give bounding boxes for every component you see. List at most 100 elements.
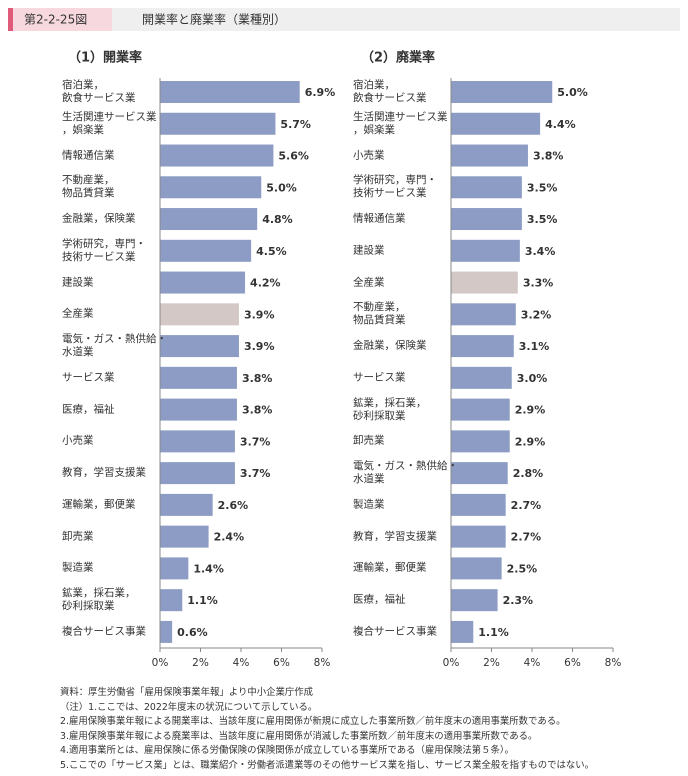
- bar: [451, 208, 522, 231]
- bar: [160, 430, 235, 453]
- bar: [160, 144, 274, 167]
- value-label: 3.2%: [521, 308, 552, 321]
- category-label: 小売業: [62, 434, 94, 447]
- x-tick-label: 6%: [273, 657, 290, 669]
- value-label: 2.9%: [515, 404, 546, 417]
- value-label: 2.6%: [218, 499, 249, 512]
- value-label: 4.5%: [256, 245, 287, 258]
- category-label: サービス業: [62, 371, 115, 384]
- bar: [160, 589, 183, 612]
- value-label: 5.6%: [278, 150, 309, 163]
- value-label: 0.6%: [177, 626, 208, 639]
- value-label: 3.7%: [240, 435, 271, 448]
- category-label: 運輸業，郵便業: [62, 498, 136, 511]
- value-label: 3.8%: [242, 372, 273, 385]
- value-label: 2.4%: [214, 531, 245, 544]
- bar: [160, 303, 239, 326]
- category-label: 生活関連サービス業 ，娯楽業: [62, 110, 157, 136]
- bar: [160, 620, 173, 643]
- bar: [451, 176, 522, 199]
- category-label: 電気・ガス・熱供給・ 水道業: [62, 333, 167, 359]
- bar: [160, 366, 237, 389]
- category-label: サービス業: [353, 371, 406, 384]
- category-label: 鉱業，採石業， 砂利採取業: [62, 587, 136, 613]
- value-label: 2.5%: [507, 562, 538, 575]
- category-label: 卸売業: [353, 434, 385, 447]
- x-tick-label: 2%: [192, 657, 209, 669]
- bar: [160, 398, 237, 421]
- value-label: 3.4%: [525, 245, 556, 258]
- category-label: 情報通信業: [353, 212, 406, 225]
- value-label: 3.8%: [533, 150, 564, 163]
- note: 2.雇用保険事業年報による開業率は、当該年度に雇用関係が新規に成立した事業所数／…: [60, 716, 566, 727]
- category-label: 電気・ガス・熱供給・ 水道業: [353, 460, 458, 486]
- bar: [160, 335, 239, 358]
- bar: [451, 239, 520, 262]
- x-tick-label: 8%: [605, 657, 622, 669]
- category-label: 宿泊業， 飲食サービス業: [353, 79, 427, 104]
- category-label: 製造業: [353, 498, 385, 511]
- value-label: 3.3%: [523, 277, 554, 290]
- value-label: 2.7%: [511, 499, 542, 512]
- value-label: 4.4%: [545, 118, 576, 131]
- bar: [160, 557, 189, 580]
- category-label: 情報通信業: [62, 149, 115, 162]
- category-label: 学術研究，専門・ 技術サービス業: [353, 174, 437, 200]
- header-accent: [8, 8, 13, 31]
- value-label: 1.1%: [187, 594, 218, 607]
- bar: [160, 239, 252, 262]
- bar: [451, 366, 512, 389]
- bar: [451, 398, 510, 421]
- value-label: 4.2%: [250, 277, 281, 290]
- category-label: 運輸業，郵便業: [353, 561, 427, 574]
- bar: [160, 176, 262, 199]
- value-label: 3.7%: [240, 467, 271, 480]
- category-label: 学術研究，専門・ 技術サービス業: [62, 237, 146, 263]
- bar: [160, 462, 235, 485]
- category-label: 小売業: [353, 149, 385, 162]
- category-label: 宿泊業， 飲食サービス業: [62, 79, 136, 104]
- value-label: 1.1%: [478, 626, 509, 639]
- category-label: 鉱業，採石業， 砂利採取業: [353, 396, 427, 422]
- note: 資料：厚生労働省「雇用保険事業年報」より中小企業庁作成: [60, 687, 313, 698]
- bar: [451, 303, 516, 326]
- header-tab: [8, 8, 112, 31]
- bar: [160, 112, 276, 135]
- header-bar: [8, 8, 680, 31]
- value-label: 4.8%: [262, 213, 293, 226]
- chart-title: （1）開業率: [68, 50, 142, 66]
- bar: [451, 430, 510, 453]
- category-label: 卸売業: [62, 530, 94, 543]
- value-label: 3.1%: [519, 340, 550, 353]
- x-tick-label: 8%: [314, 657, 331, 669]
- category-label: 製造業: [62, 561, 94, 574]
- note: 5.ここでの「サービス業」とは、職業紹介・労働者派遣業等のその他サービス業を指し…: [60, 759, 594, 771]
- x-tick-label: 2%: [483, 657, 500, 669]
- bar: [451, 620, 474, 643]
- header-label: 第2-2-25図: [24, 13, 87, 27]
- bar: [160, 208, 258, 231]
- category-label: 教育，学習支援業: [62, 466, 146, 479]
- value-label: 3.5%: [527, 181, 558, 194]
- x-tick-label: 0%: [443, 657, 460, 669]
- category-label: 医療，福祉: [62, 403, 115, 416]
- value-label: 6.9%: [305, 86, 336, 99]
- category-label: 不動産業， 物品賃貸業: [353, 301, 406, 327]
- value-label: 1.4%: [193, 562, 224, 575]
- category-label: 全産業: [353, 276, 385, 289]
- bar: [160, 81, 300, 103]
- note: 4.適用事業所とは、雇用保険に係る労働保険の保険関係が成立している事業所である（…: [60, 745, 514, 756]
- chart-title: （2）廃業率: [361, 50, 435, 66]
- x-tick-label: 6%: [564, 657, 581, 669]
- value-label: 3.9%: [244, 308, 275, 321]
- note: （注）1.ここでは、2022年度末の状況について示している。: [60, 701, 318, 713]
- x-tick-label: 4%: [524, 657, 541, 669]
- category-label: 金融業，保険業: [62, 212, 136, 225]
- bar: [451, 525, 506, 548]
- bar: [451, 462, 508, 485]
- value-label: 2.8%: [513, 467, 544, 480]
- value-label: 2.9%: [515, 435, 546, 448]
- bar: [451, 557, 502, 580]
